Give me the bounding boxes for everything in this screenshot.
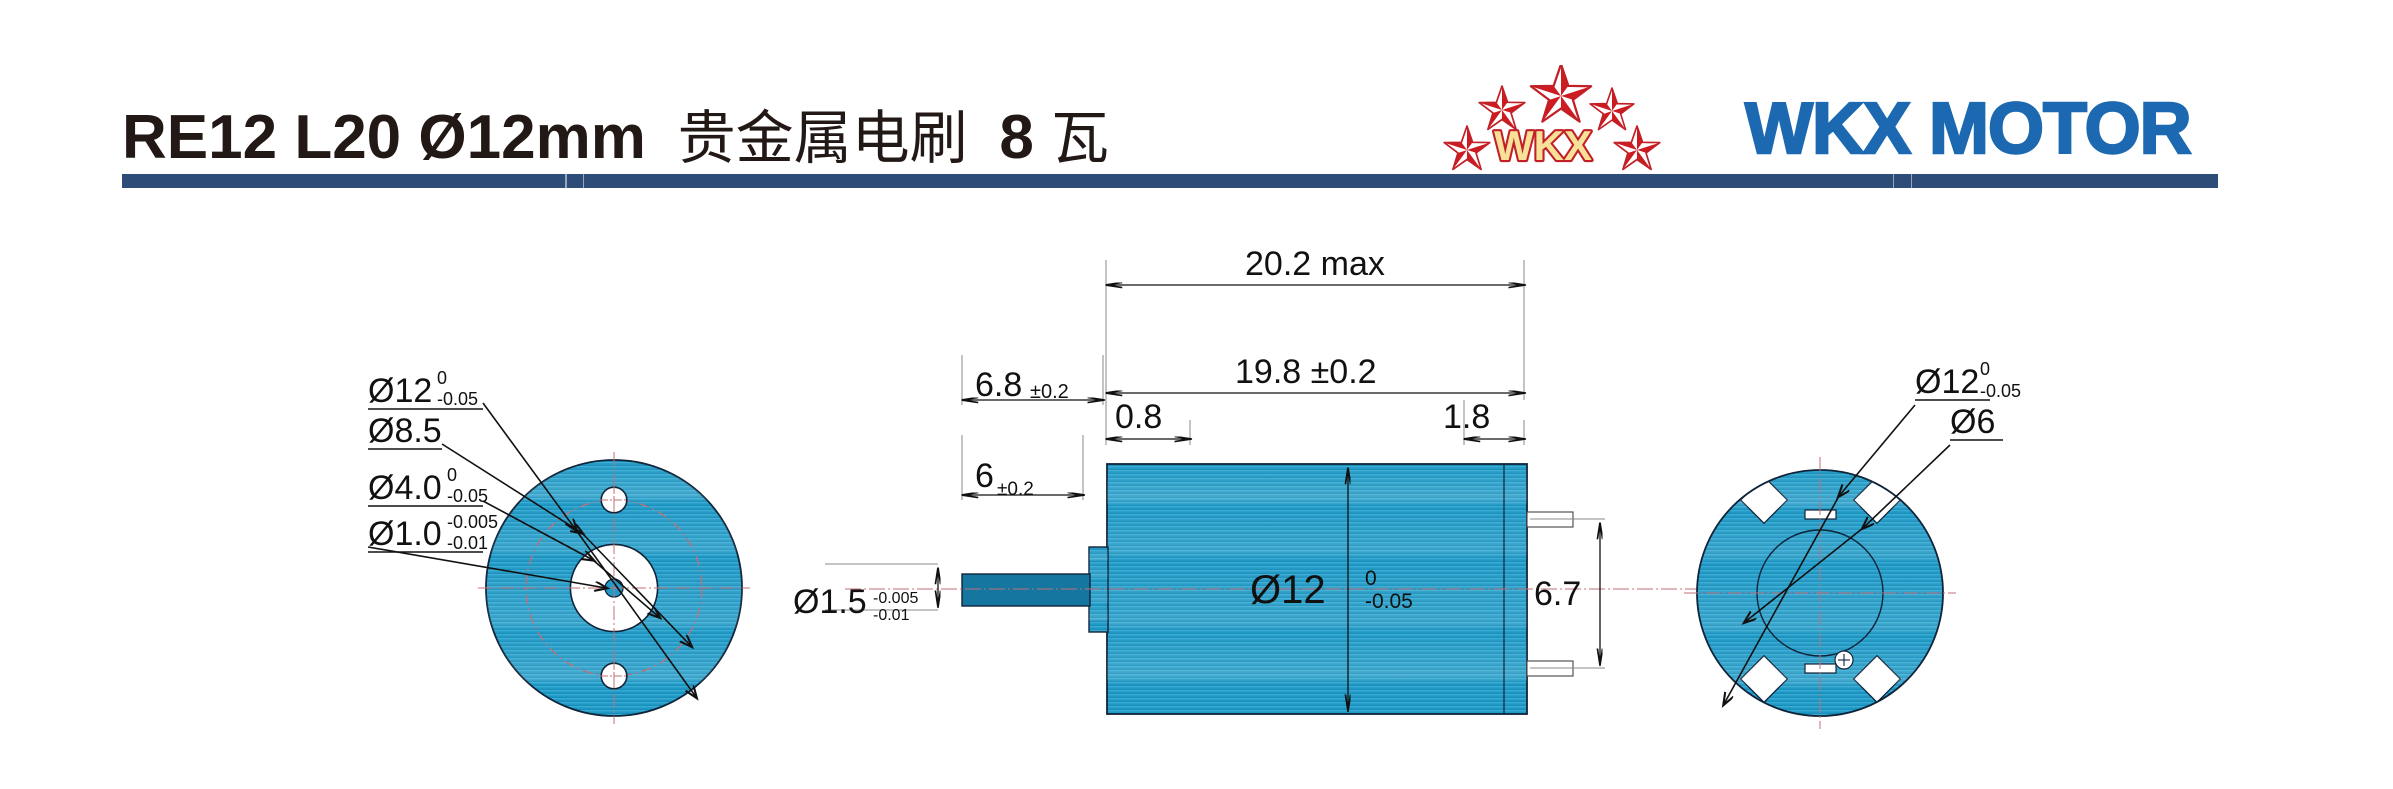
svg-text:Ø6: Ø6 <box>1950 403 1995 441</box>
svg-text:Ø12: Ø12 <box>1915 363 1979 401</box>
svg-text:0: 0 <box>1980 359 1990 379</box>
svg-text:-0.05: -0.05 <box>1980 381 2021 401</box>
